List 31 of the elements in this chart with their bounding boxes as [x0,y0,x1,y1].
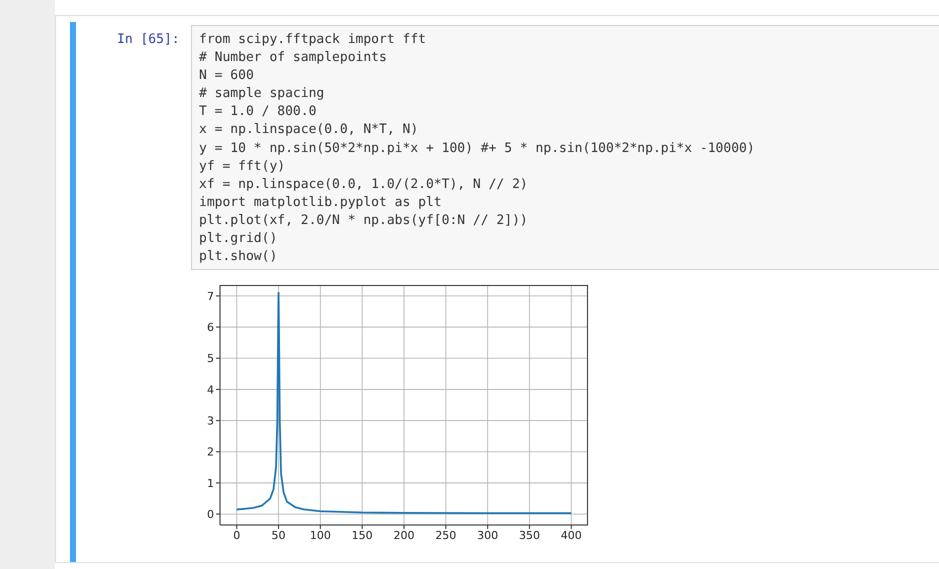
text: import matplotlib.pyplot as plt [199,194,443,212]
y-tick-label: 0 [207,508,214,521]
x-tick-label: 300 [477,528,498,542]
text: # Number of samplepoints [199,49,388,68]
x-tick-label: 50 [272,528,286,542]
text: plt.plot(xf, 2.0/N * np.abs(yf[0:N // 2])) [199,212,529,230]
y-tick-label: 1 [207,476,214,490]
text: x = np.linspace(0.0, N*T, N) [199,121,420,140]
text: y = 10 * np.sin(50*2*np.pi*x + 100) #+ 5 * np.sin(100*2*np.pi*x -10000) [199,140,755,158]
text: In [65]: [117,32,180,47]
text: # sample spacing [199,85,326,104]
x-tick-label: 350 [518,528,540,542]
text: N = 600 [199,67,255,86]
y-tick-label: 5 [207,352,214,366]
x-tick-label: 400 [560,528,582,542]
x-tick-label: 150 [352,528,373,542]
text: plt.grid() [199,230,278,248]
text: plt.show() [199,248,278,266]
x-tick-label: 250 [435,528,456,542]
y-tick-label: 4 [207,383,214,396]
y-tick-label: 7 [207,290,214,303]
x-tick-label: 200 [394,528,414,542]
text: T = 1.0 / 800.0 [199,103,318,122]
text: xf = np.linspace(0.0, 1.0/(2.0*T), N // 2) [199,176,529,194]
y-tick-label: 6 [207,320,214,334]
y-tick-label: 3 [207,414,214,428]
text: from scipy.fftpack import fft [199,31,427,49]
x-tick-label: 100 [310,528,331,542]
y-tick-label: 2 [207,446,214,459]
x-tick-label: 0 [233,528,240,542]
text: yf = fft(y) [199,158,286,176]
